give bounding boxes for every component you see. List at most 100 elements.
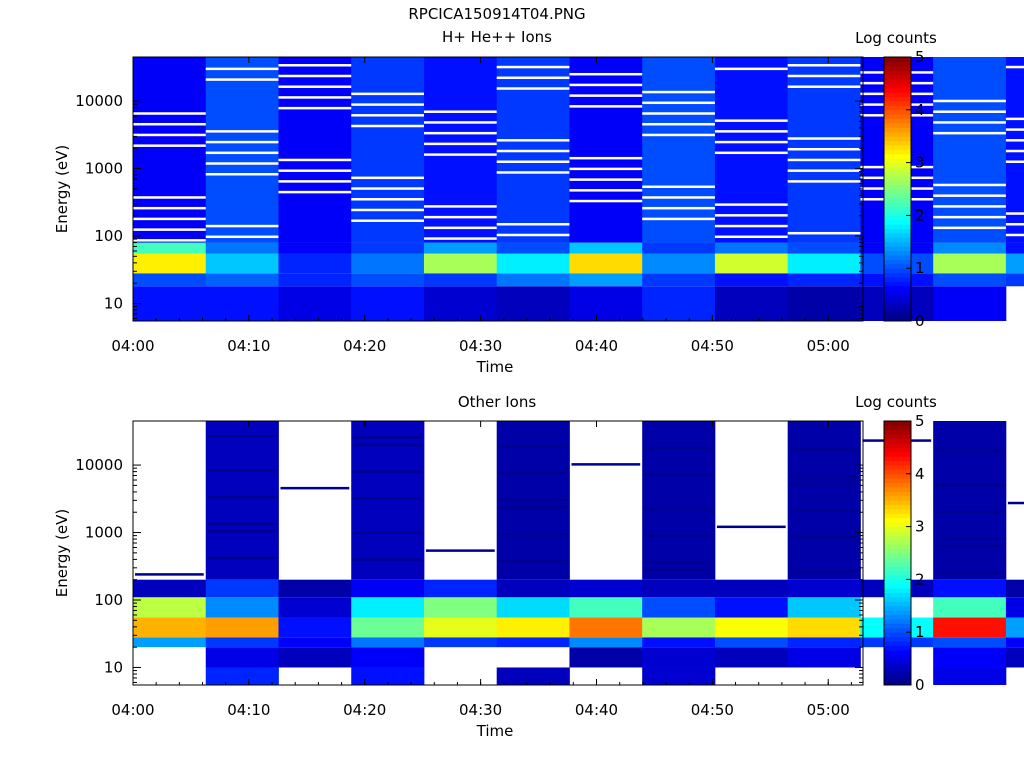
heatmap-cell — [423, 617, 498, 638]
gap-line — [569, 83, 643, 87]
heatmap-cell — [278, 57, 352, 243]
gap-line — [569, 199, 643, 203]
colorbar-segment — [884, 127, 911, 133]
sparse-count-line — [207, 469, 277, 472]
colorbar-segment — [884, 162, 911, 168]
gap-line — [351, 176, 424, 180]
y-tick-label: 10 — [104, 658, 123, 676]
heatmap-cell — [496, 579, 570, 598]
gap-line — [1005, 128, 1024, 131]
heatmap-cell — [642, 421, 716, 580]
heatmap-cell — [278, 286, 352, 321]
colorbar-segment — [884, 438, 911, 444]
heatmap-cell — [787, 597, 861, 618]
heatmap-cell — [278, 647, 352, 668]
colorbar-segment — [884, 627, 911, 633]
gap-line — [933, 99, 1006, 103]
colorbar-segment — [884, 299, 911, 304]
colorbar-segment — [884, 443, 911, 448]
heatmap-cell — [133, 253, 207, 274]
heatmap-cell — [351, 617, 425, 638]
x-tick-label: 04:40 — [575, 337, 618, 355]
colorbar-segment — [884, 434, 911, 440]
heatmap-cell — [933, 421, 1007, 580]
gap-line — [205, 130, 279, 133]
sparse-count-line — [353, 558, 422, 561]
gap-line — [1005, 212, 1024, 215]
colorbar-segment — [884, 109, 911, 115]
hole-lines — [133, 64, 1024, 242]
colorbar-segment — [884, 246, 911, 252]
sparse-count-line — [425, 549, 495, 552]
gap-line — [423, 237, 497, 240]
heatmap-cell — [351, 242, 425, 254]
heatmap-cell — [423, 57, 498, 243]
sparse-count-line — [207, 495, 277, 499]
sparse-count-line — [789, 535, 859, 539]
gap-line — [714, 151, 788, 155]
x-tick-label: 04:20 — [343, 701, 386, 719]
heatmap-cell — [569, 597, 643, 618]
colorbar-segment — [884, 92, 911, 98]
colorbar-segment — [884, 303, 911, 309]
heatmap-cell — [787, 253, 861, 274]
heatmap-cell — [714, 273, 789, 287]
colorbar-segment — [884, 114, 911, 120]
heatmap-cell — [569, 253, 643, 274]
sparse-count-line — [207, 434, 277, 438]
gap-line — [787, 180, 861, 183]
x-tick-label: 04:00 — [111, 337, 154, 355]
heatmap-cell — [133, 286, 207, 321]
heatmap-cell — [933, 253, 1007, 274]
heatmap-cell — [787, 579, 861, 598]
heatmap-cell — [714, 57, 789, 243]
sparse-count-line — [935, 571, 1004, 575]
heatmap-cell — [133, 579, 207, 598]
gap-line — [351, 198, 424, 201]
gap-line — [205, 78, 279, 81]
heatmap-cell — [351, 421, 425, 580]
gap-line — [423, 153, 497, 156]
heatmap-cell — [787, 637, 861, 648]
colorbar-segment — [884, 272, 911, 278]
y-tick-label: 1000 — [85, 160, 123, 178]
colorbar-segment — [884, 290, 911, 296]
sparse-count-line — [644, 568, 713, 572]
colorbar-segment — [884, 654, 911, 660]
y-tick-label: 100 — [94, 227, 123, 245]
heatmap-cell — [351, 579, 425, 598]
colorbar-segment — [884, 307, 911, 313]
gap-line — [496, 160, 570, 163]
sparse-count-line — [498, 445, 568, 448]
heatmap-cell — [278, 579, 352, 598]
heatmap-cell — [787, 647, 861, 668]
gap-line — [133, 122, 206, 126]
gap-line — [1005, 117, 1024, 121]
colorbar-segment — [884, 478, 911, 484]
gap-line — [569, 189, 643, 192]
heatmap-cell — [714, 637, 789, 648]
gap-line — [714, 119, 788, 122]
colorbar-segment — [884, 268, 911, 274]
x-tick-label: 04:10 — [227, 701, 270, 719]
heatmap-cell — [569, 242, 643, 254]
colorbar-segment — [884, 237, 911, 243]
colorbar-segment — [884, 641, 911, 646]
colorbar-segment — [884, 57, 911, 62]
colorbar-segment — [884, 632, 911, 638]
x-tick-label: 04:20 — [343, 337, 386, 355]
gap-line — [351, 103, 424, 106]
gap-line — [205, 151, 279, 155]
gap-line — [496, 233, 570, 237]
gap-line — [205, 173, 279, 176]
colorbar-segment — [884, 645, 911, 651]
colorbar-tick-label: 0 — [915, 312, 925, 330]
x-tick-label: 05:00 — [807, 337, 850, 355]
colorbar-segment — [884, 421, 911, 426]
colorbar-segment — [884, 228, 911, 234]
colorbar-segment — [884, 456, 911, 462]
heatmap-cell — [205, 597, 279, 618]
gap-line — [787, 147, 861, 151]
gap-line — [423, 226, 497, 230]
